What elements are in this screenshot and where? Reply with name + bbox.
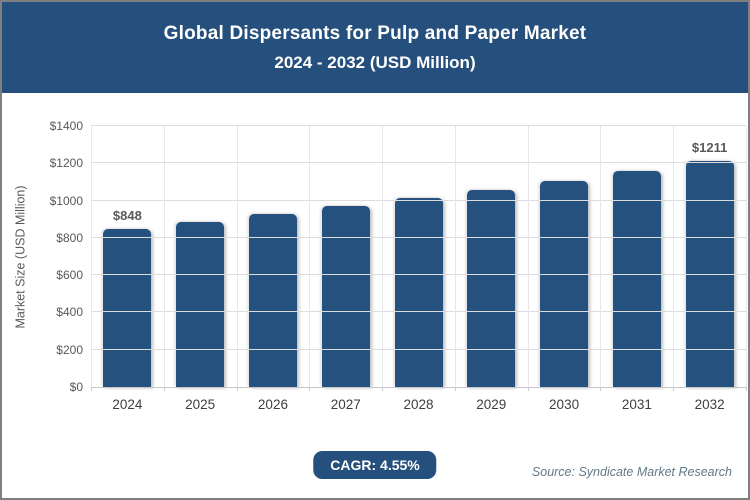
- bar-column: [455, 126, 528, 387]
- bar-columns: [91, 126, 746, 387]
- y-tick-label: $800: [56, 230, 83, 245]
- y-tick-label: $200: [56, 342, 83, 357]
- x-axis-tick: [163, 387, 165, 391]
- source-credit: Source: Syndicate Market Research: [531, 465, 732, 479]
- x-axis-label-2031: 2031: [621, 397, 652, 412]
- gridline-vertical: [163, 126, 165, 387]
- x-axis-label-2027: 2027: [330, 397, 361, 412]
- gridline-vertical: [527, 126, 529, 387]
- y-axis-title: Market Size (USD Million): [6, 126, 36, 387]
- gridline-vertical: [746, 126, 747, 387]
- bar-column: [528, 126, 601, 387]
- bar-column: [164, 126, 237, 387]
- plot-area: $0 $200 $400 $600 $800 $1000 $1200 $1400 $848 $12…: [50, 119, 747, 394]
- x-axis-tick: [600, 387, 602, 391]
- bar-column: [91, 126, 164, 387]
- gridline-horizontal: [91, 236, 746, 238]
- cagr-badge: CAGR: 4.55%: [313, 451, 437, 479]
- gridline-horizontal: [91, 199, 746, 201]
- gridline-horizontal: [91, 162, 746, 164]
- x-axis-labels: 2024 2025 2026 2027 2028 2029 2030 2031 2032: [91, 397, 746, 412]
- gridline-horizontal: [91, 311, 746, 313]
- x-axis-tick: [91, 387, 92, 391]
- x-axis-label-2032: 2032: [694, 397, 725, 412]
- bar-2024: [103, 228, 152, 387]
- bar-2029: [467, 189, 516, 387]
- x-axis-tick: [746, 387, 747, 391]
- x-axis-tick: [236, 387, 238, 391]
- x-axis-label-2025: 2025: [185, 397, 216, 412]
- x-axis-tick: [309, 387, 311, 391]
- gridline-horizontal: [91, 274, 746, 276]
- gridline-vertical: [236, 126, 238, 387]
- x-axis-label-2029: 2029: [476, 397, 507, 412]
- bar-2031: [612, 171, 661, 387]
- gridline-vertical: [309, 126, 311, 387]
- x-axis-label-2024: 2024: [112, 397, 143, 412]
- bar-column: [309, 126, 382, 387]
- bar-column: [237, 126, 310, 387]
- gridline-vertical: [600, 126, 602, 387]
- y-tick-label: $0: [69, 380, 83, 394]
- bar-2028: [394, 198, 443, 387]
- gridline-vertical: [673, 126, 675, 387]
- y-tick-label: $1400: [49, 119, 83, 133]
- y-tick-label: $400: [56, 305, 83, 320]
- bar-column: [600, 126, 673, 387]
- bar-value-label: $1211: [691, 140, 728, 156]
- x-axis-tick: [382, 387, 384, 391]
- gridline-vertical: [454, 126, 456, 387]
- chart-subtitle: 2024 - 2032 (USD Million): [274, 52, 476, 72]
- y-tick-label: $1000: [49, 193, 83, 208]
- bar-2026: [248, 214, 297, 387]
- y-axis-title-text: Market Size (USD Million): [14, 184, 28, 329]
- x-axis-label-2030: 2030: [549, 397, 580, 412]
- chart-title: Global Dispersants for Pulp and Paper Ma…: [163, 22, 587, 44]
- bar-2027: [321, 206, 370, 387]
- bar-value-label: $848: [112, 207, 142, 223]
- x-axis-tick: [527, 387, 529, 391]
- bar-2030: [540, 180, 589, 387]
- gridline-horizontal: [91, 348, 746, 350]
- x-axis-tick: [673, 387, 675, 391]
- y-tick-label: $1200: [49, 156, 83, 171]
- x-axis-line: [91, 387, 746, 388]
- y-tick-label: $600: [56, 268, 83, 283]
- x-axis-label-2026: 2026: [257, 397, 288, 412]
- x-axis-tick: [454, 387, 456, 391]
- gridline-vertical: [91, 126, 92, 387]
- bar-2025: [176, 221, 225, 387]
- bar-column: [382, 126, 455, 387]
- gridline-vertical: [382, 126, 384, 387]
- x-axis-label-2028: 2028: [403, 397, 434, 412]
- chart-header: Global Dispersants for Pulp and Paper Ma…: [2, 2, 748, 93]
- gridline-horizontal: [91, 125, 746, 126]
